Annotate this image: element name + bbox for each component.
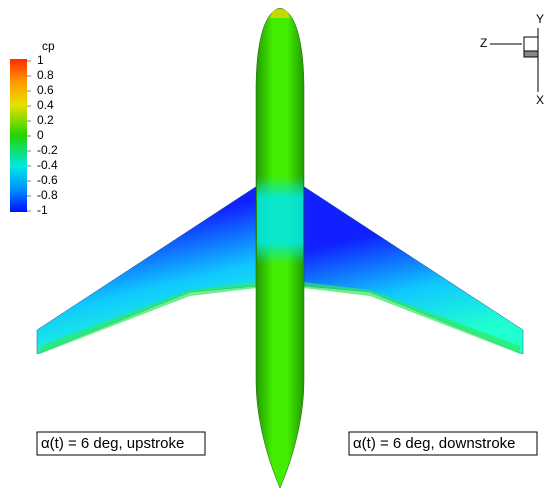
colorbar-tick-label: 0.8 bbox=[37, 68, 54, 82]
scene: cp Z Y X α(t) = 6 deg, upstroke α(t) = 6… bbox=[0, 0, 547, 491]
colorbar-tick-label: -0.4 bbox=[37, 158, 58, 172]
colorbar-tick-label: -0.6 bbox=[37, 173, 58, 187]
axis-triad: Z Y X bbox=[480, 12, 544, 107]
colorbar-ramp bbox=[10, 59, 27, 212]
colorbar-tick-label: 0.2 bbox=[37, 113, 54, 127]
aircraft bbox=[37, 8, 523, 488]
colorbar-tick-label: 1 bbox=[37, 53, 44, 67]
suction-band bbox=[257, 175, 303, 265]
colorbar-tick-label: 0.4 bbox=[37, 98, 54, 112]
z-label: Z bbox=[480, 36, 487, 50]
right-wing bbox=[303, 186, 523, 354]
left-label: α(t) = 6 deg, upstroke bbox=[41, 435, 184, 452]
y-label: Y bbox=[536, 12, 544, 26]
colorbar-tick-label: -0.8 bbox=[37, 188, 58, 202]
colorbar-tick-label: 0.6 bbox=[37, 83, 54, 97]
nose bbox=[270, 9, 290, 18]
left-wing bbox=[37, 186, 257, 354]
triad-box-side bbox=[524, 51, 538, 57]
colorbar-tick-label: 0 bbox=[37, 128, 44, 142]
colorbar-tick-label: -0.2 bbox=[37, 143, 58, 157]
colorbar-tick-label: -1 bbox=[37, 203, 48, 217]
page: {"colorbar": {"title": "cp", "ticks": [1… bbox=[0, 0, 547, 491]
x-label: X bbox=[536, 93, 544, 107]
triad-box bbox=[524, 37, 538, 51]
right-label: α(t) = 6 deg, downstroke bbox=[353, 435, 516, 452]
colorbar-title: cp bbox=[42, 39, 55, 53]
